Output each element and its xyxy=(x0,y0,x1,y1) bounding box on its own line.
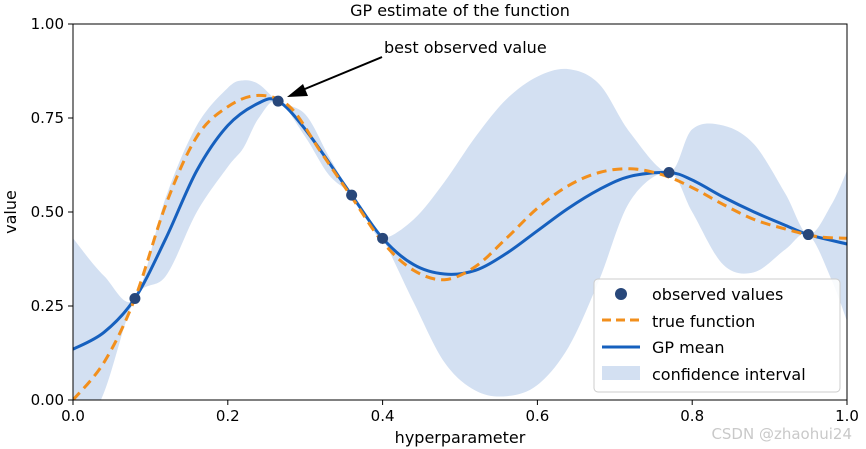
annotation: best observed value xyxy=(287,38,547,97)
observed-point xyxy=(377,232,389,244)
y-tick-label: 1.00 xyxy=(31,15,64,33)
legend-confidence-label: confidence interval xyxy=(652,365,806,384)
y-axis: 0.00 0.25 0.50 0.75 1.00 xyxy=(31,15,73,409)
y-tick-label: 0.50 xyxy=(31,203,64,221)
legend-observed-label: observed values xyxy=(652,285,783,304)
x-axis-label: hyperparameter xyxy=(395,428,526,447)
annotation-arrow-shaft xyxy=(299,56,383,92)
x-tick-label: 0.2 xyxy=(216,407,240,425)
x-tick-label: 1.0 xyxy=(835,407,859,425)
legend-box xyxy=(593,278,841,393)
legend-gp-mean-label: GP mean xyxy=(652,338,725,357)
x-tick-label: 0.6 xyxy=(525,407,549,425)
y-tick-label: 0.75 xyxy=(31,109,64,127)
y-axis-label: value xyxy=(1,190,20,234)
legend-observed-marker xyxy=(615,288,627,300)
observed-point xyxy=(346,189,358,201)
line-layer xyxy=(73,93,847,400)
x-tick-label: 0.0 xyxy=(61,407,85,425)
x-axis: 0.0 0.2 0.4 0.6 0.8 1.0 xyxy=(61,400,859,425)
observed-point xyxy=(802,229,814,241)
chart-title: GP estimate of the function xyxy=(350,1,570,20)
legend: observed values true function GP mean co… xyxy=(593,278,841,393)
x-tick-label: 0.8 xyxy=(680,407,704,425)
observed-point xyxy=(129,292,141,304)
watermark: CSDN @zhaohui24 xyxy=(711,425,852,443)
observed-point xyxy=(272,95,284,107)
observed-point xyxy=(663,167,675,179)
y-tick-label: 0.25 xyxy=(31,297,64,315)
point-layer xyxy=(129,95,814,304)
x-tick-label: 0.4 xyxy=(371,407,395,425)
legend-true-function-label: true function xyxy=(652,312,755,331)
annotation-text: best observed value xyxy=(384,38,547,57)
confidence-band-layer xyxy=(73,68,847,400)
true-function-line xyxy=(73,93,847,400)
legend-confidence-swatch xyxy=(602,366,640,380)
y-tick-label: 0.00 xyxy=(31,391,64,409)
annotation-arrowhead xyxy=(287,84,308,97)
confidence-interval-band xyxy=(73,68,847,400)
gp-mean-line xyxy=(73,97,847,351)
